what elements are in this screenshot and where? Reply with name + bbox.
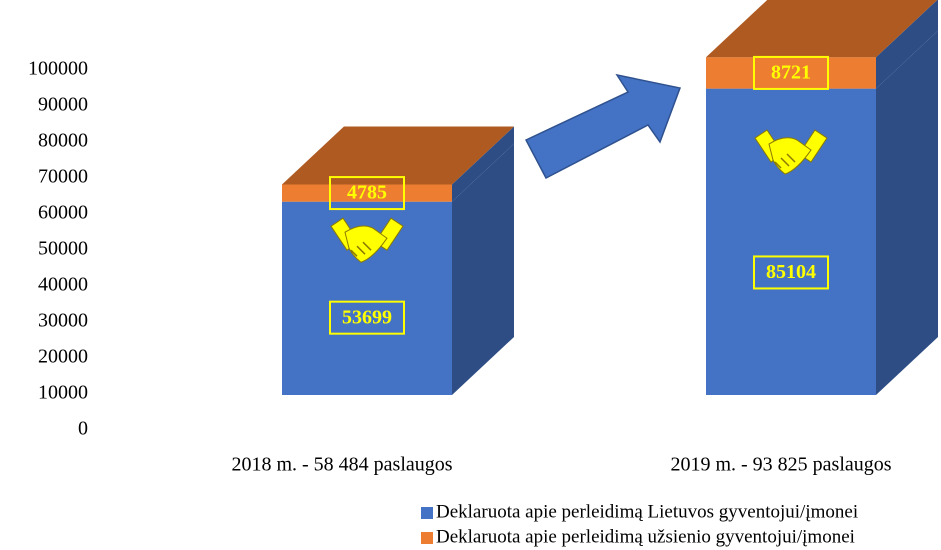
icon-part <box>768 137 812 175</box>
y-tick-label: 30000 <box>38 310 88 332</box>
y-tick-label: 90000 <box>38 94 88 116</box>
y-tick-label: 50000 <box>38 238 88 260</box>
y-tick-label: 10000 <box>38 382 88 404</box>
y-tick-label: 40000 <box>38 274 88 296</box>
value-label-box <box>753 255 829 290</box>
handshake-icon <box>330 217 404 263</box>
y-tick-label: 20000 <box>38 346 88 368</box>
bar-side <box>876 0 938 89</box>
legend-label: Deklaruota apie perleidimą Lietuvos gyve… <box>436 501 858 522</box>
x-tick-label: 2019 m. - 93 825 paslaugos <box>670 454 891 476</box>
bar-side <box>452 143 514 395</box>
value-label-box <box>329 176 405 211</box>
bar-top <box>282 126 514 185</box>
value-label-box <box>753 55 829 90</box>
icon-part <box>350 241 372 257</box>
bar-top <box>706 0 938 58</box>
y-tick-label: 60000 <box>38 202 88 224</box>
bar <box>706 57 876 89</box>
icon-part <box>344 225 388 263</box>
legend-label: Deklaruota apie perleidimą užsienio gyve… <box>436 526 855 547</box>
y-tick-label: 80000 <box>38 130 88 152</box>
bar-side <box>452 126 514 202</box>
legend-swatch <box>421 532 433 544</box>
y-tick-label: 0 <box>78 418 88 440</box>
legend-swatch <box>421 507 433 519</box>
y-tick-label: 70000 <box>38 166 88 188</box>
value-label: 4785 <box>347 182 387 204</box>
bar <box>706 88 876 395</box>
value-label: 8721 <box>771 62 811 84</box>
y-tick-label: 100000 <box>28 58 88 80</box>
value-label-box <box>329 300 405 335</box>
bar <box>282 184 452 202</box>
value-label: 53699 <box>342 306 392 328</box>
value-label: 85104 <box>766 261 816 283</box>
x-tick-label: 2018 m. - 58 484 paslaugos <box>231 454 452 476</box>
bar-side <box>876 30 938 395</box>
arrow <box>524 73 682 180</box>
icon-part <box>774 153 796 169</box>
handshake-icon <box>754 129 828 175</box>
